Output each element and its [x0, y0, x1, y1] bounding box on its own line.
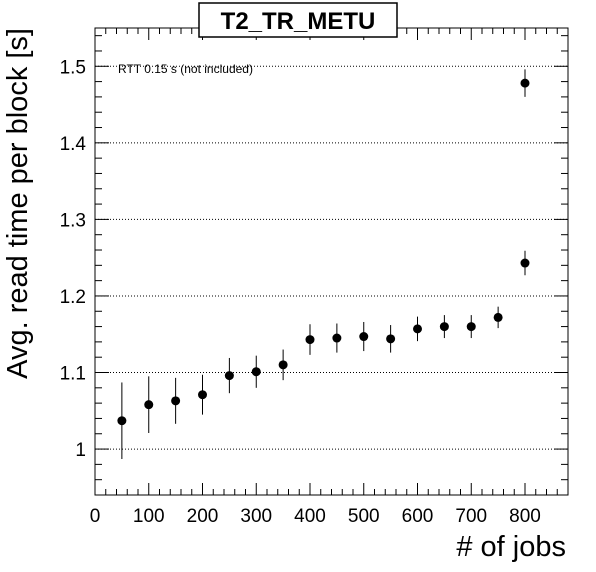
- x-tick-label: 100: [133, 506, 165, 527]
- labels-layer: 0 100 200 300 400 500 600 700 800 1 1.1 1.2 1.3 1.4 1.…: [60, 57, 541, 527]
- data-point: [198, 390, 207, 400]
- data-point: [251, 367, 261, 377]
- y-tick-label: 1.3: [60, 210, 86, 231]
- x-tick-label: 800: [509, 506, 541, 527]
- y-tick-label: 1.4: [60, 134, 87, 155]
- x-tick-label: 400: [294, 506, 326, 527]
- grid-layer: [95, 65, 568, 450]
- annotation-text: RTT 0.15 s (not included): [118, 62, 253, 76]
- data-point: [386, 334, 396, 344]
- data-point: [520, 258, 530, 268]
- x-tick-label: 500: [348, 506, 380, 527]
- data-point: [439, 322, 449, 332]
- x-tick-label: 600: [402, 506, 434, 527]
- y-axis-title: Avg. read time per block [s]: [2, 28, 34, 379]
- x-axis-title: # of jobs: [456, 531, 566, 563]
- y-tick-label: 1.5: [60, 57, 86, 78]
- x-tick-label: 300: [240, 506, 272, 527]
- data-point: [466, 322, 476, 332]
- chart-title: T2_TR_METU: [221, 8, 376, 35]
- data-point: [493, 312, 503, 322]
- data-point: [332, 333, 342, 343]
- y-tick-label: 1: [75, 440, 86, 461]
- data-point: [520, 78, 530, 88]
- x-tick-label: 0: [90, 506, 101, 527]
- x-tick-label: 700: [455, 506, 487, 527]
- marks-layer: [117, 69, 530, 460]
- data-point: [278, 360, 288, 370]
- data-point: [305, 335, 315, 345]
- data-point: [413, 324, 422, 334]
- data-point: [117, 416, 127, 426]
- data-point: [359, 332, 369, 342]
- x-tick-label: 200: [187, 506, 219, 527]
- plot-frame: [94, 27, 569, 496]
- data-point: [144, 400, 154, 410]
- data-point: [224, 371, 234, 381]
- title-box: [198, 2, 398, 38]
- y-tick-label: 1.1: [60, 364, 86, 385]
- y-tick-label: 1.2: [60, 287, 86, 308]
- data-point: [171, 396, 181, 406]
- ticks-layer: [94, 28, 568, 496]
